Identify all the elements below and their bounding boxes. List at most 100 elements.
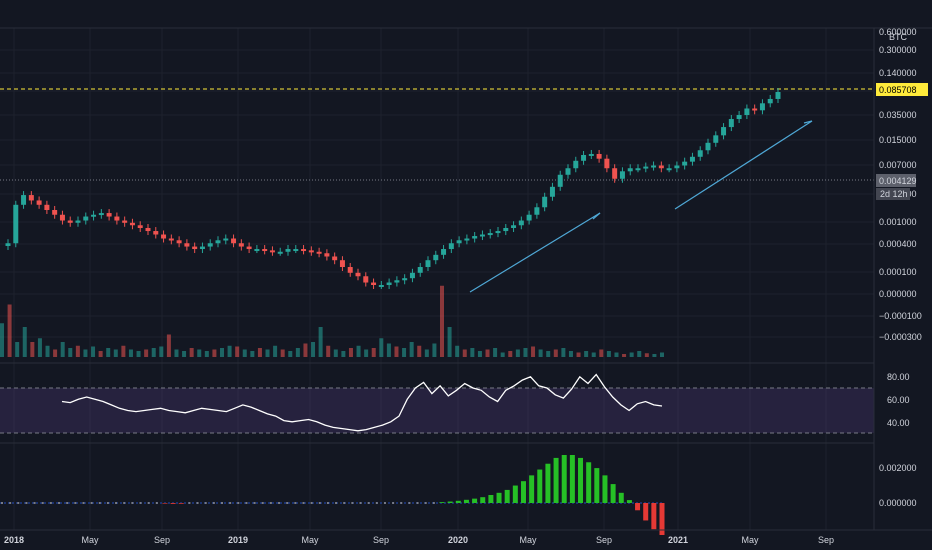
candle-body — [503, 227, 509, 232]
candle-body — [36, 200, 42, 205]
volume-bar — [273, 345, 278, 357]
candle-body — [332, 256, 338, 261]
last-price-label: 0.085708 — [879, 85, 917, 95]
volume-bar — [7, 304, 12, 357]
volume-bar — [409, 342, 414, 357]
macd-bar — [439, 502, 445, 503]
volume-bar — [37, 338, 42, 357]
macd-bar — [326, 502, 329, 504]
volume-bar — [432, 343, 437, 357]
volume-bar — [440, 285, 444, 357]
candle-body — [75, 220, 81, 223]
candle-body — [612, 168, 618, 179]
candle-body — [705, 142, 711, 151]
macd-bar — [561, 455, 567, 503]
price-tick-label: 0.007000 — [879, 160, 917, 170]
price-tick-label: 0.001000 — [879, 217, 917, 227]
candle-body — [433, 254, 439, 261]
candle-body — [573, 160, 579, 169]
trendline-1[interactable] — [469, 212, 601, 293]
macd-bar — [643, 503, 649, 521]
macd-bar — [432, 502, 435, 504]
volume-bar — [523, 348, 528, 357]
volume-bar — [53, 349, 58, 357]
macd-bar — [302, 502, 305, 504]
trendlines[interactable] — [469, 120, 813, 293]
candle-body — [518, 220, 524, 226]
volume-bar — [493, 348, 498, 357]
candle-body — [184, 243, 190, 247]
volume-bar — [197, 349, 202, 357]
macd-panel: 0.002000 0.000000 — [0, 455, 917, 535]
macd-bar — [537, 469, 543, 503]
volume-bar — [212, 349, 217, 357]
candle-body — [192, 246, 198, 250]
volume-bar — [531, 346, 536, 357]
volume-bar — [30, 342, 35, 357]
trendline-2-arrow — [803, 120, 813, 124]
macd-bar — [188, 502, 191, 504]
volume-bar — [189, 348, 194, 357]
countdown-badge — [876, 188, 910, 200]
candle-body — [744, 108, 750, 116]
price-tick-label: 0.015000 — [879, 135, 917, 145]
candle-body — [285, 249, 291, 252]
macd-bar — [504, 489, 510, 503]
macd-bar — [178, 503, 184, 504]
volume-bar — [386, 343, 391, 357]
trendline-2[interactable] — [674, 120, 813, 210]
volume-bar — [371, 348, 376, 357]
candle-body — [557, 174, 563, 187]
candle-body — [526, 214, 532, 221]
candle-body — [666, 168, 672, 171]
volume-bar — [326, 345, 331, 357]
candle-body — [215, 240, 221, 244]
candle-body — [13, 204, 19, 244]
macd-bar — [392, 502, 395, 504]
volume-bar — [417, 345, 422, 357]
macd-bar — [351, 502, 354, 504]
trendline-1-arrow — [592, 212, 601, 220]
volume-bar — [614, 352, 619, 357]
macd-bar — [553, 457, 559, 503]
volume-bar — [45, 345, 50, 357]
macd-bar — [58, 502, 61, 504]
macd-bar — [196, 502, 199, 504]
candle-body — [122, 220, 128, 223]
time-tick-label: May — [519, 535, 537, 545]
volume-bar — [606, 351, 611, 357]
volume-bar — [379, 338, 384, 357]
volume-bar — [356, 345, 361, 357]
macd-bar — [455, 500, 461, 503]
macd-bar — [602, 475, 608, 503]
macd-bar — [480, 497, 486, 503]
macd-bar — [569, 455, 575, 503]
macd-bar — [155, 502, 158, 504]
candle-body — [479, 234, 485, 237]
volume-bar — [508, 351, 513, 357]
candle-body — [254, 249, 260, 252]
candle-body — [363, 276, 369, 283]
volume-bar — [151, 348, 156, 357]
macd-bar — [286, 502, 289, 504]
time-axis[interactable]: 2018 May Sep 2019 May Sep 2020 May Sep 2021 May Sep — [4, 535, 834, 545]
volume-bar — [182, 351, 187, 357]
time-tick-label: Sep — [154, 535, 170, 545]
volume-bar — [500, 352, 505, 357]
time-tick-label: 2020 — [448, 535, 468, 545]
current-price-label: 0.004129 — [879, 176, 917, 186]
volume-bar — [83, 349, 88, 357]
volume-bar — [303, 343, 308, 357]
price-tick-label: 0.600000 — [879, 27, 917, 37]
volume-bar — [166, 334, 171, 357]
candle-body — [565, 168, 571, 175]
volume-bar — [288, 351, 293, 357]
price-tick-label: 0.000400 — [879, 239, 917, 249]
macd-bar — [41, 502, 44, 504]
time-tick-label: 2019 — [228, 535, 248, 545]
candle-body — [441, 249, 447, 255]
macd-bar — [472, 498, 478, 503]
rsi-panel: 80.00 60.00 40.00 — [0, 372, 910, 434]
volume-bar — [644, 353, 649, 357]
